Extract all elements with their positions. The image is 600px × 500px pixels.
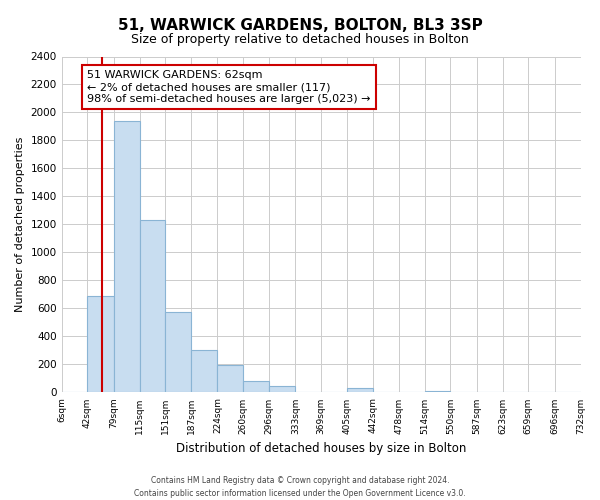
Bar: [243, 380, 269, 392]
Bar: [88, 296, 114, 392]
Bar: [114, 121, 140, 392]
Bar: [165, 312, 191, 392]
Text: Contains HM Land Registry data © Crown copyright and database right 2024.
Contai: Contains HM Land Registry data © Crown c…: [134, 476, 466, 498]
Text: Size of property relative to detached houses in Bolton: Size of property relative to detached ho…: [131, 32, 469, 46]
Text: 51, WARWICK GARDENS, BOLTON, BL3 3SP: 51, WARWICK GARDENS, BOLTON, BL3 3SP: [118, 18, 482, 32]
X-axis label: Distribution of detached houses by size in Bolton: Distribution of detached houses by size …: [176, 442, 466, 455]
Bar: [269, 386, 295, 392]
Y-axis label: Number of detached properties: Number of detached properties: [15, 137, 25, 312]
Text: 51 WARWICK GARDENS: 62sqm
← 2% of detached houses are smaller (117)
98% of semi-: 51 WARWICK GARDENS: 62sqm ← 2% of detach…: [88, 70, 371, 104]
Bar: [191, 350, 217, 393]
Bar: [425, 391, 451, 392]
Bar: [140, 220, 165, 392]
Bar: [217, 365, 243, 392]
Bar: [347, 388, 373, 392]
